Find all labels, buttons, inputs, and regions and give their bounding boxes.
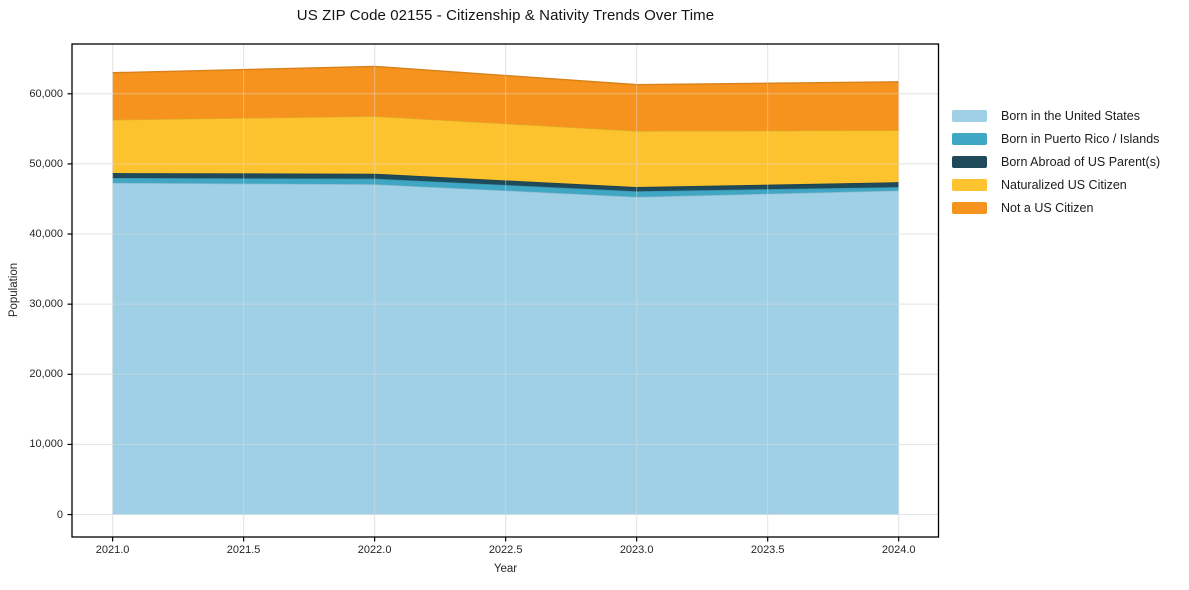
x-tick-label: 2023.5	[750, 544, 785, 556]
x-tick-label: 2023.0	[619, 544, 654, 556]
legend: Born in the United States Born in Puerto …	[952, 104, 1160, 220]
legend-swatch-icon	[952, 132, 987, 145]
legend-swatch-icon	[952, 155, 987, 168]
y-tick-label: 60,000	[29, 87, 63, 100]
y-tick-label: 50,000	[29, 157, 63, 170]
x-tick-label: 2021.0	[95, 544, 130, 556]
area-series-1	[112, 177, 899, 197]
chart-title: US ZIP Code 02155 - Citizenship & Nativi…	[296, 7, 715, 24]
legend-item: Born Abroad of US Parent(s)	[952, 150, 1160, 173]
area-series-2	[112, 173, 899, 192]
x-tick-label: 2021.5	[226, 544, 261, 556]
legend-swatch-icon	[952, 202, 987, 215]
legend-label: Born in the United States	[1001, 108, 1140, 123]
x-tick-label: 2022.0	[357, 544, 392, 556]
y-tick-label: 10,000	[29, 438, 63, 451]
legend-swatch-icon	[952, 179, 987, 192]
area-series-0	[112, 182, 899, 515]
x-tick-label: 2024.0	[881, 544, 916, 556]
y-tick-label: 0	[56, 508, 63, 521]
legend-swatch-icon	[952, 109, 987, 122]
y-tick-label: 30,000	[29, 298, 63, 311]
area-series-3	[112, 116, 899, 188]
y-tick-label: 20,000	[29, 368, 63, 381]
legend-item: Born in Puerto Rico / Islands	[952, 127, 1160, 150]
legend-item: Born in the United States	[952, 104, 1160, 127]
area-series-4	[112, 66, 899, 131]
x-tick-label: 2022.5	[488, 544, 523, 556]
area-top-edge-4	[112, 65, 899, 86]
legend-item: Naturalized US Citizen	[952, 174, 1160, 197]
legend-label: Born Abroad of US Parent(s)	[1001, 154, 1161, 169]
legend-label: Naturalized US Citizen	[1001, 178, 1127, 193]
legend-label: Not a US Citizen	[1001, 201, 1094, 216]
y-tick-label: 40,000	[29, 228, 63, 241]
x-axis-label: Year	[493, 563, 518, 575]
legend-item: Not a US Citizen	[952, 197, 1160, 220]
legend-label: Born in Puerto Rico / Islands	[1001, 131, 1160, 146]
